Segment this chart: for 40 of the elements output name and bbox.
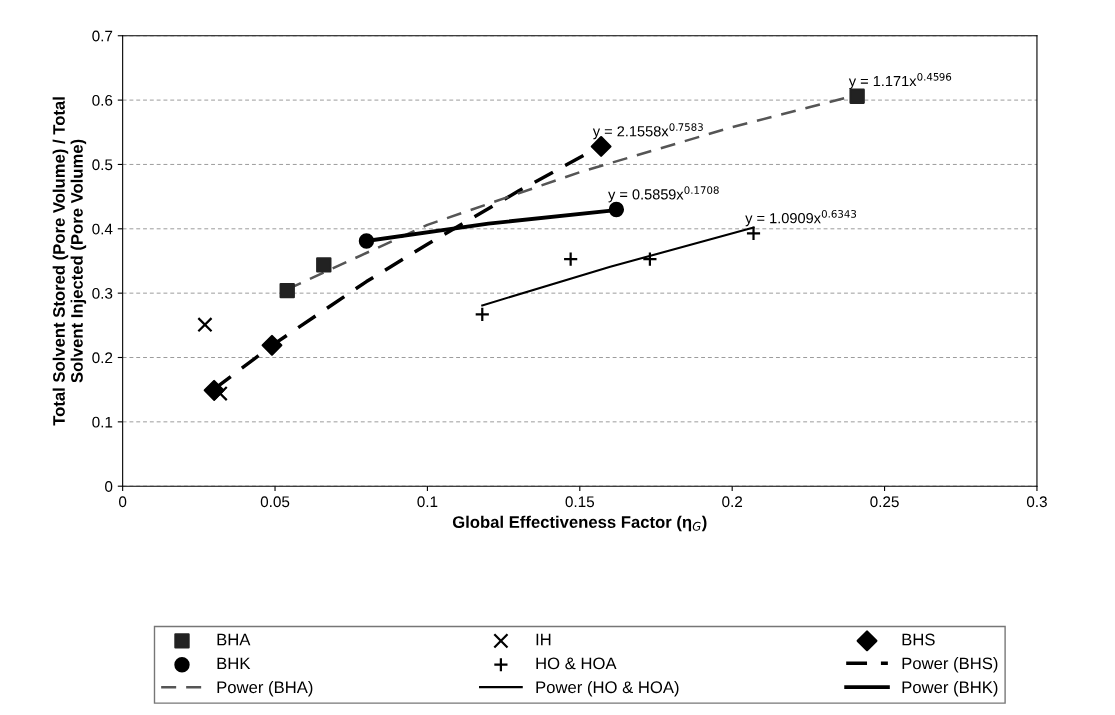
legend-label: Power (HO & HOA) (536, 680, 679, 697)
point (261, 334, 283, 356)
x-tick-label: 0.15 (565, 496, 595, 508)
y-axis-title: Total Solvent Stored (Pore Volume) / Total Solvent Injected (Pore Volume) (52, 97, 87, 426)
legend-label: BHS (902, 633, 935, 646)
y-tick-label: 0.5 (92, 159, 113, 171)
point (197, 316, 213, 333)
point (358, 233, 375, 249)
x-tick-label: 0.25 (870, 496, 899, 508)
point (203, 379, 225, 401)
legend-label: Power (BHA) (217, 680, 313, 697)
y-tick-label: 0.2 (92, 352, 113, 364)
x-tick-label: 0.05 (260, 496, 290, 508)
x-tick-label: 0.3 (1026, 496, 1047, 508)
legend-label: IH (536, 633, 551, 646)
y-tick-label: 0.3 (92, 288, 113, 299)
legend-label: Power (BHK) (902, 680, 998, 697)
annotation: y = 2.1558x$^{0.7583}$ (592, 123, 703, 140)
point (562, 251, 579, 267)
x-tick-label: 0 (119, 496, 127, 508)
annotation: y = 0.5859x$^{0.1708}$ (608, 186, 719, 203)
annotation: y = 1.171x$^{0.4596}$ (848, 72, 952, 90)
y-tick-label: 0.6 (92, 94, 113, 106)
point (608, 201, 625, 218)
y-tick-label: 0.7 (92, 30, 113, 42)
x-tick-label: 0.1 (417, 496, 438, 508)
legend-label: BHK (217, 657, 251, 670)
point (849, 88, 865, 104)
legend-label: Power (BHS) (902, 657, 998, 673)
annotation: y = 1.0909x$^{0.6343}$ (745, 210, 857, 227)
y-tick-label: 0.4 (92, 223, 113, 235)
legend-label: BHA (217, 633, 251, 646)
point (279, 282, 295, 299)
y-tick-label: 0 (105, 481, 113, 492)
point (642, 251, 658, 267)
x-axis-title: Global Effectiveness Factor (η$_{G}$) (452, 515, 707, 532)
point (316, 257, 332, 273)
y-tick-label: 0.1 (92, 416, 113, 428)
legend-label: HO & HOA (536, 657, 617, 670)
x-tick-label: 0.2 (722, 496, 743, 508)
